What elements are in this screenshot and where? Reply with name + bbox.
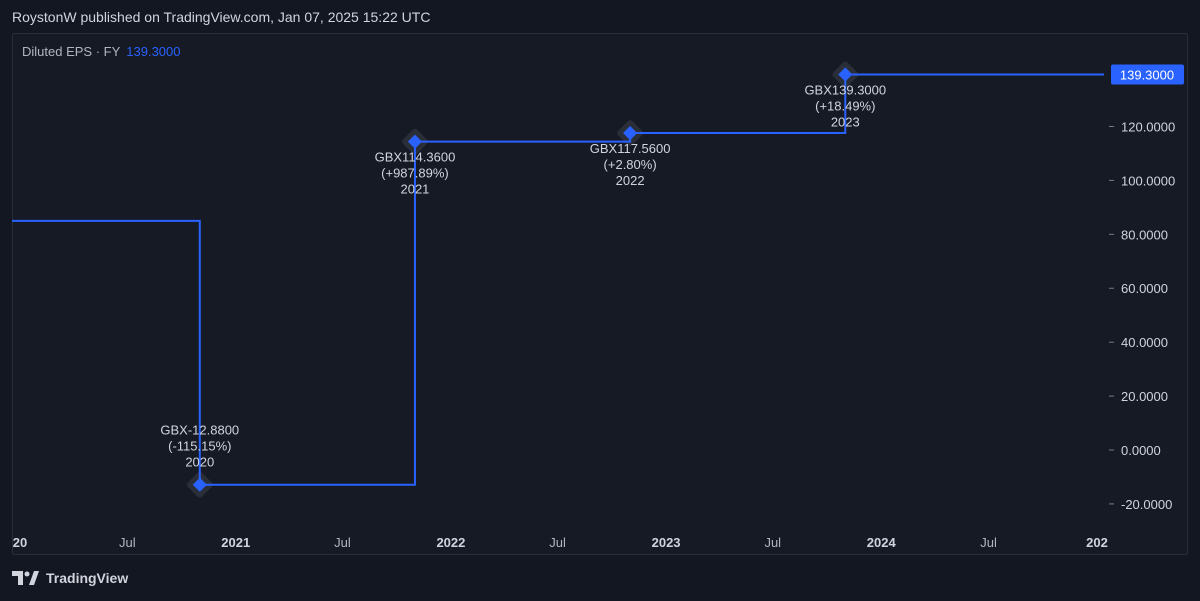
tradingview-branding[interactable]: TradingView: [12, 570, 128, 586]
chart-legend[interactable]: Diluted EPS · FY 139.3000: [22, 44, 181, 59]
legend-series-value: 139.3000: [126, 44, 181, 59]
legend-series-name: Diluted EPS · FY: [22, 44, 121, 59]
chart-frame: [12, 33, 1188, 555]
footer-brand-text: TradingView: [46, 570, 129, 586]
tradingview-logo-icon: [12, 571, 39, 585]
publish-header: RoystonW published on TradingView.com, J…: [12, 9, 431, 25]
